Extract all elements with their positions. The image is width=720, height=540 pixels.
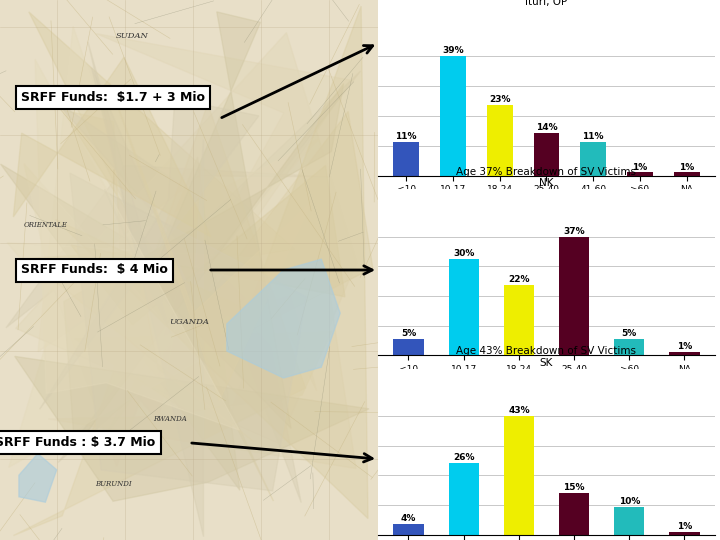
Text: 37%: 37%	[563, 227, 585, 235]
Polygon shape	[109, 83, 312, 400]
Text: 1%: 1%	[632, 163, 648, 172]
Bar	[504, 416, 534, 535]
Bar	[393, 524, 423, 535]
Polygon shape	[6, 165, 328, 328]
Polygon shape	[75, 332, 331, 412]
Bar	[580, 142, 606, 176]
Polygon shape	[55, 101, 301, 503]
Bar	[449, 463, 479, 535]
Bar	[393, 339, 423, 355]
Text: 1%: 1%	[677, 342, 692, 351]
Polygon shape	[91, 68, 204, 537]
Polygon shape	[63, 110, 157, 298]
Bar	[393, 142, 419, 176]
Text: 1%: 1%	[677, 522, 692, 531]
Polygon shape	[38, 26, 145, 352]
Polygon shape	[96, 33, 351, 446]
Text: 43%: 43%	[508, 407, 530, 415]
Polygon shape	[9, 164, 198, 467]
Text: 23%: 23%	[489, 95, 510, 104]
Bar	[627, 172, 653, 176]
Title: Age 37% Breakdown of SV Victims
NK: Age 37% Breakdown of SV Victims NK	[456, 167, 636, 188]
Bar	[670, 532, 700, 535]
Polygon shape	[227, 259, 340, 378]
Text: SRFF Funds : $ 3.7 Mio: SRFF Funds : $ 3.7 Mio	[0, 436, 156, 449]
Polygon shape	[14, 57, 211, 237]
Text: 1%: 1%	[679, 163, 694, 172]
Bar	[504, 285, 534, 355]
Polygon shape	[88, 42, 171, 333]
Text: BURUNDI: BURUNDI	[95, 480, 132, 488]
Text: 30%: 30%	[453, 249, 474, 258]
Bar	[614, 507, 644, 535]
Bar	[534, 133, 559, 176]
Title: Age 39% Breakdown of SV Victims
Ituri, OP: Age 39% Breakdown of SV Victims Ituri, O…	[456, 0, 636, 8]
Bar	[674, 172, 700, 176]
Polygon shape	[19, 454, 57, 502]
Text: UGANDA: UGANDA	[169, 318, 209, 326]
Polygon shape	[70, 173, 306, 491]
Text: 22%: 22%	[508, 275, 530, 284]
Text: 11%: 11%	[582, 132, 604, 141]
Polygon shape	[48, 184, 356, 469]
Text: 14%: 14%	[536, 123, 557, 132]
Bar	[440, 56, 466, 176]
Polygon shape	[29, 12, 294, 501]
Polygon shape	[64, 84, 343, 449]
Polygon shape	[119, 185, 317, 391]
Polygon shape	[7, 242, 258, 421]
Text: 10%: 10%	[618, 497, 640, 506]
Text: 26%: 26%	[453, 453, 474, 462]
Text: ORIENTALE: ORIENTALE	[23, 221, 68, 229]
Text: SRFF Funds:  $1.7 + 3 Mio: SRFF Funds: $1.7 + 3 Mio	[22, 91, 205, 104]
Polygon shape	[50, 139, 318, 466]
Title: Age 43% Breakdown of SV Victims
SK: Age 43% Breakdown of SV Victims SK	[456, 347, 636, 368]
Text: RWANDA: RWANDA	[153, 415, 187, 423]
Bar	[614, 339, 644, 355]
Bar	[487, 105, 513, 176]
Polygon shape	[71, 165, 345, 325]
Polygon shape	[1, 157, 240, 490]
Text: 15%: 15%	[563, 483, 585, 492]
Bar	[559, 494, 589, 535]
Polygon shape	[158, 111, 373, 378]
Text: 39%: 39%	[442, 46, 464, 55]
Text: 5%: 5%	[621, 329, 637, 338]
Bar	[670, 352, 700, 355]
Text: SRFF Funds:  $ 4 Mio: SRFF Funds: $ 4 Mio	[21, 264, 168, 276]
Polygon shape	[16, 32, 356, 444]
Polygon shape	[35, 59, 239, 430]
Polygon shape	[40, 99, 259, 409]
Text: SUDAN: SUDAN	[116, 32, 149, 40]
Bar	[559, 237, 589, 355]
Text: 11%: 11%	[395, 132, 417, 141]
Polygon shape	[148, 12, 291, 428]
Text: 4%: 4%	[401, 514, 416, 523]
Polygon shape	[27, 251, 254, 442]
Text: 5%: 5%	[401, 329, 416, 338]
Polygon shape	[14, 104, 305, 536]
Polygon shape	[58, 71, 361, 462]
Polygon shape	[55, 6, 368, 518]
Polygon shape	[14, 356, 369, 501]
Bar	[449, 259, 479, 355]
